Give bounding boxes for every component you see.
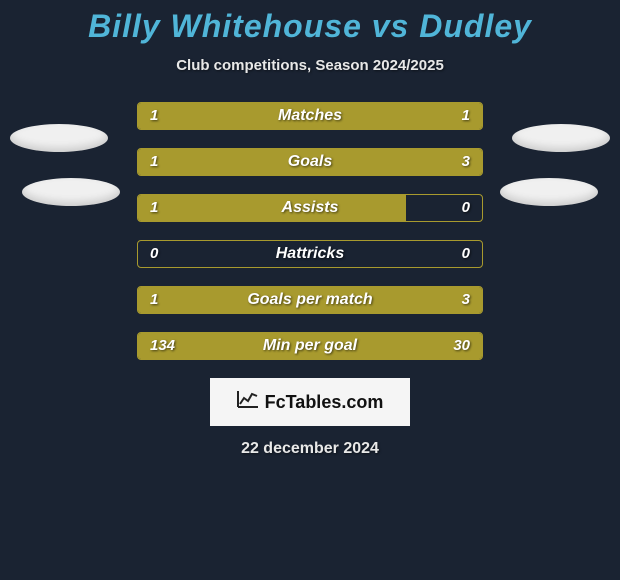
stat-value-right: 3 bbox=[462, 287, 470, 313]
title-player-left: Billy Whitehouse bbox=[88, 8, 362, 44]
title-player-right: Dudley bbox=[419, 8, 532, 44]
stats-container: 1 Matches 1 1 Goals 3 1 Assists 0 0 Hatt… bbox=[137, 102, 483, 360]
chart-icon bbox=[237, 390, 259, 414]
stat-label: Goals bbox=[138, 149, 482, 175]
stat-value-right: 0 bbox=[462, 241, 470, 267]
stat-row-hattricks: 0 Hattricks 0 bbox=[137, 240, 483, 268]
stat-row-goals: 1 Goals 3 bbox=[137, 148, 483, 176]
stat-value-right: 1 bbox=[462, 103, 470, 129]
team-badge-left-2 bbox=[22, 178, 120, 206]
stat-row-goals-per-match: 1 Goals per match 3 bbox=[137, 286, 483, 314]
comparison-card: Billy Whitehouse vs Dudley Club competit… bbox=[0, 0, 620, 458]
stat-row-assists: 1 Assists 0 bbox=[137, 194, 483, 222]
stat-value-right: 3 bbox=[462, 149, 470, 175]
branding-box[interactable]: FcTables.com bbox=[210, 378, 410, 426]
team-badge-right-2 bbox=[500, 178, 598, 206]
stat-row-matches: 1 Matches 1 bbox=[137, 102, 483, 130]
stat-value-right: 30 bbox=[453, 333, 470, 359]
brand-text: FcTables.com bbox=[265, 392, 384, 413]
footer-date: 22 december 2024 bbox=[0, 440, 620, 458]
stat-row-min-per-goal: 134 Min per goal 30 bbox=[137, 332, 483, 360]
team-badge-right-1 bbox=[512, 124, 610, 152]
stat-label: Hattricks bbox=[138, 241, 482, 267]
subtitle: Club competitions, Season 2024/2025 bbox=[0, 57, 620, 74]
stat-label: Min per goal bbox=[138, 333, 482, 359]
stat-label: Assists bbox=[138, 195, 482, 221]
page-title: Billy Whitehouse vs Dudley bbox=[0, 8, 620, 45]
team-badge-left-1 bbox=[10, 124, 108, 152]
stat-value-right: 0 bbox=[462, 195, 470, 221]
title-vs: vs bbox=[372, 8, 410, 44]
stat-label: Goals per match bbox=[138, 287, 482, 313]
stat-label: Matches bbox=[138, 103, 482, 129]
